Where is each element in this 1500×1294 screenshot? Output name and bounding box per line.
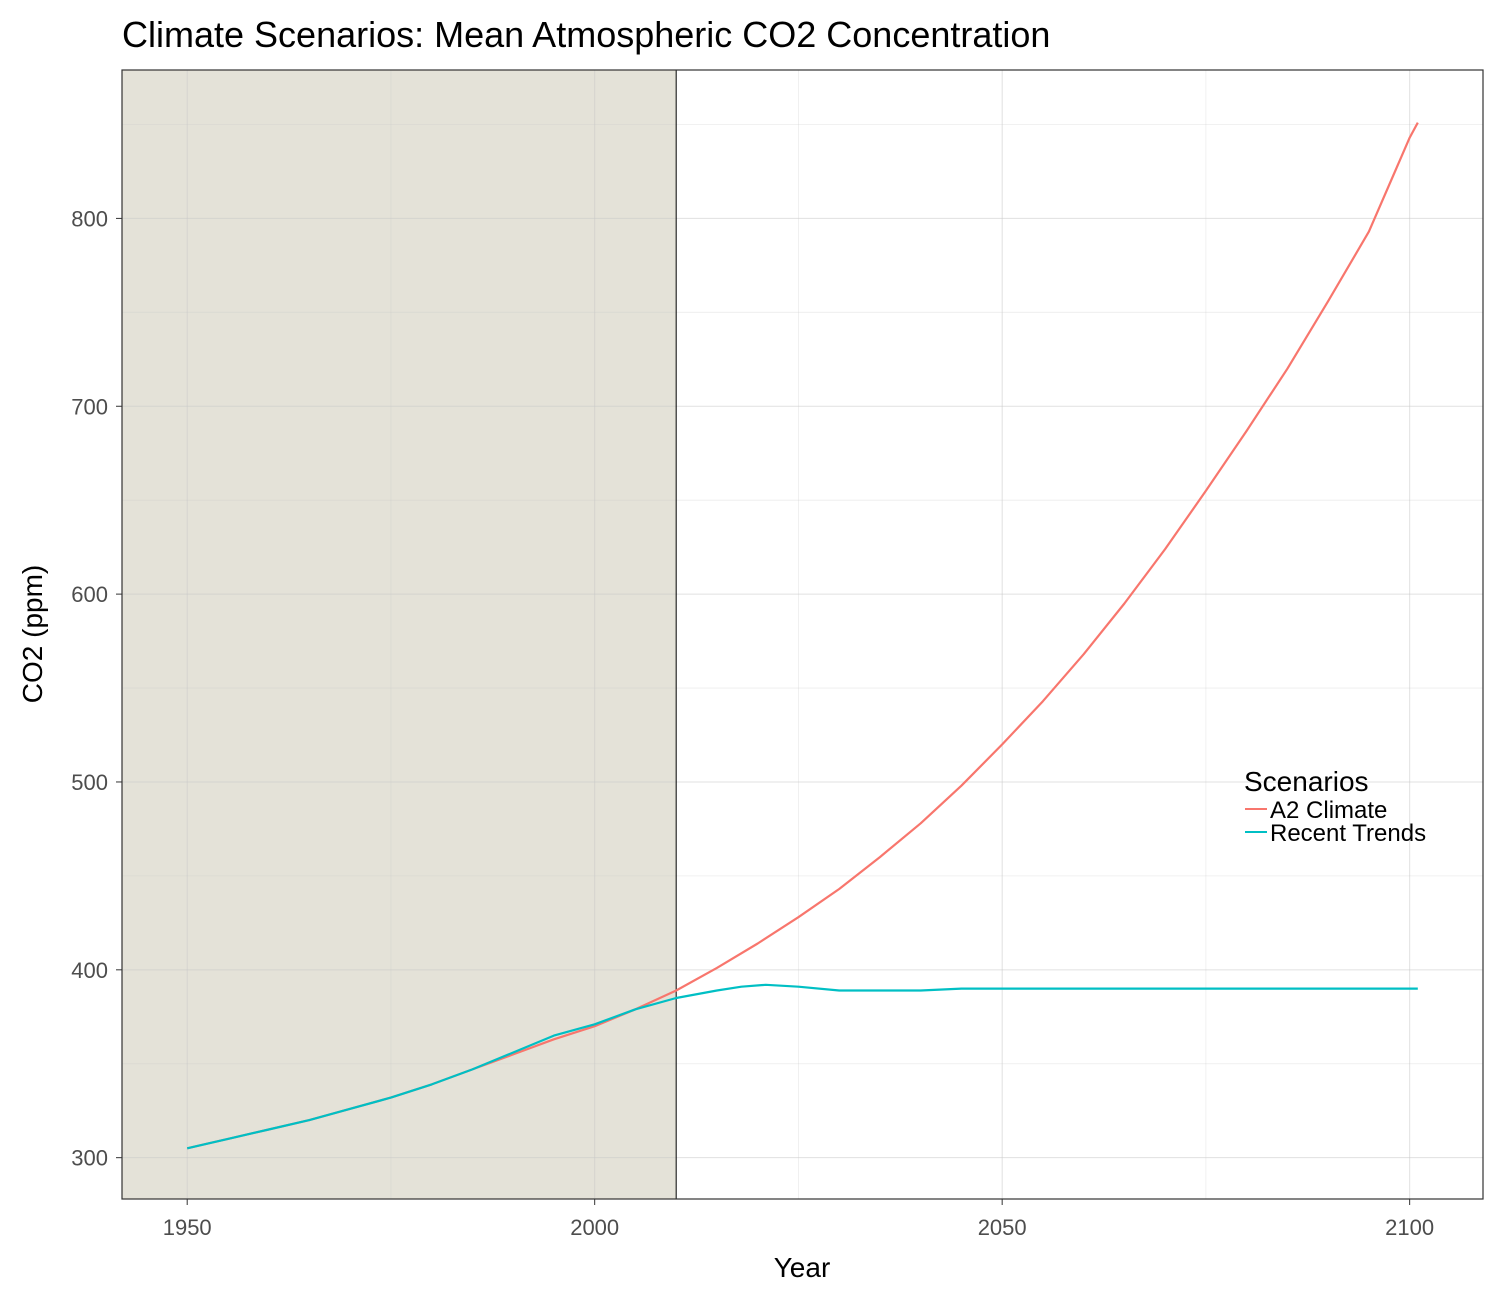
y-tick-label: 400 bbox=[71, 958, 108, 983]
legend: Scenarios A2 Climate Recent Trends bbox=[1244, 766, 1426, 847]
shaded-historical-region bbox=[122, 70, 677, 1199]
plot-background bbox=[122, 70, 677, 1199]
x-axis-ticks: 1950 2000 2050 2100 bbox=[163, 1199, 1434, 1240]
x-tick-label: 2000 bbox=[570, 1215, 619, 1240]
y-axis-title: CO2 (ppm) bbox=[17, 565, 48, 703]
y-tick-label: 500 bbox=[71, 770, 108, 795]
grid-lines bbox=[122, 70, 1483, 1199]
series-lines bbox=[186, 122, 1419, 1150]
y-tick-label: 700 bbox=[71, 394, 108, 419]
x-tick-label: 2100 bbox=[1385, 1215, 1434, 1240]
chart-title: Climate Scenarios: Mean Atmospheric CO2 … bbox=[122, 14, 1050, 55]
x-tick-label: 2050 bbox=[978, 1215, 1027, 1240]
y-axis-ticks: 300 400 500 600 700 800 bbox=[71, 206, 122, 1171]
x-tick-label: 1950 bbox=[163, 1215, 212, 1240]
x-axis-title: Year bbox=[774, 1252, 831, 1283]
y-tick-label: 300 bbox=[71, 1146, 108, 1171]
y-tick-label: 800 bbox=[71, 206, 108, 231]
legend-label-recent-trends: Recent Trends bbox=[1270, 820, 1426, 847]
plot-border bbox=[121, 69, 1484, 1200]
legend-title: Scenarios bbox=[1244, 766, 1369, 797]
y-tick-label: 600 bbox=[71, 582, 108, 607]
series-line-recent-trends bbox=[186, 983, 1418, 1150]
legend-label-a2-climate: A2 Climate bbox=[1270, 797, 1387, 824]
